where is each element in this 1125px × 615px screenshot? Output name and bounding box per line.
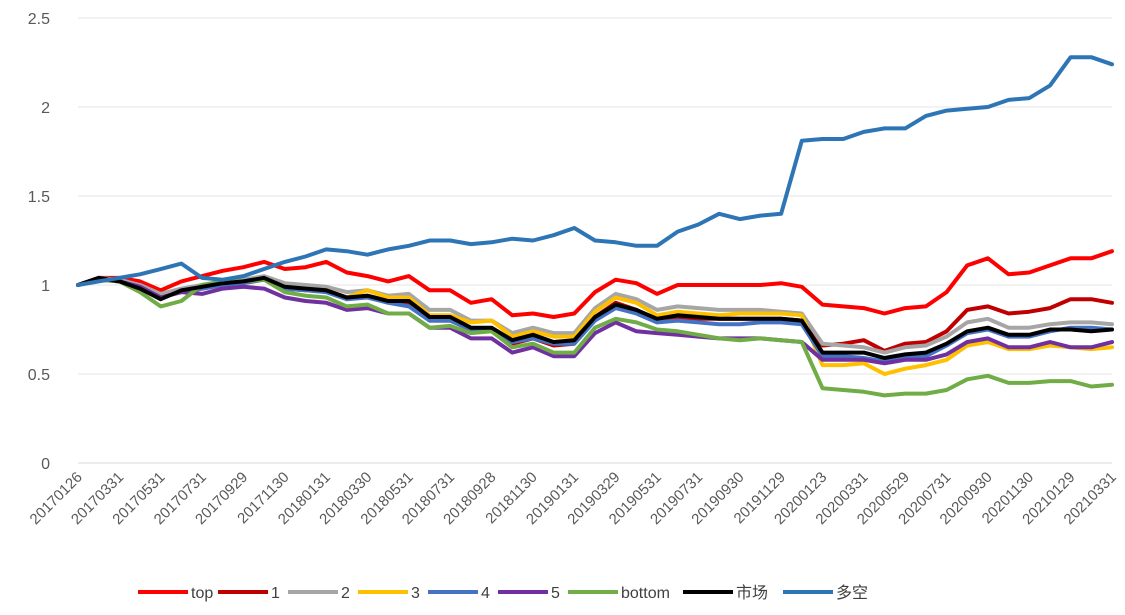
- y-tick-label: 0: [41, 456, 50, 473]
- legend-label: 1: [271, 585, 280, 602]
- legend-label: 4: [481, 585, 490, 602]
- legend-label: 市场: [736, 584, 768, 602]
- series-line-8: [76, 55, 1114, 287]
- y-tick-label: 1: [41, 278, 50, 295]
- y-axis-tick-labels: 0 0.5 1 1.5 2 2.5: [28, 11, 50, 473]
- series-line-0: [76, 249, 1114, 319]
- x-axis-tick-labels: 2017012620170331201705312017073120170929…: [27, 469, 1120, 528]
- legend: top 1 2 3 4 5 bottom 市场 多空: [138, 584, 868, 602]
- legend-label: 2: [341, 585, 350, 602]
- series-line-7: [76, 275, 1114, 360]
- gridlines: [78, 17, 1112, 464]
- legend-label: 多空: [836, 584, 868, 602]
- legend-label: bottom: [621, 585, 670, 602]
- y-tick-label: 1.5: [28, 189, 50, 206]
- legend-label: top: [191, 585, 213, 602]
- y-tick-label: 2: [41, 100, 50, 117]
- legend-label: 3: [411, 585, 420, 602]
- y-tick-label: 0.5: [28, 367, 50, 384]
- series-line-5: [76, 277, 1114, 366]
- y-tick-label: 2.5: [28, 11, 50, 28]
- series-lines: [76, 55, 1114, 398]
- legend-label: 5: [551, 585, 560, 602]
